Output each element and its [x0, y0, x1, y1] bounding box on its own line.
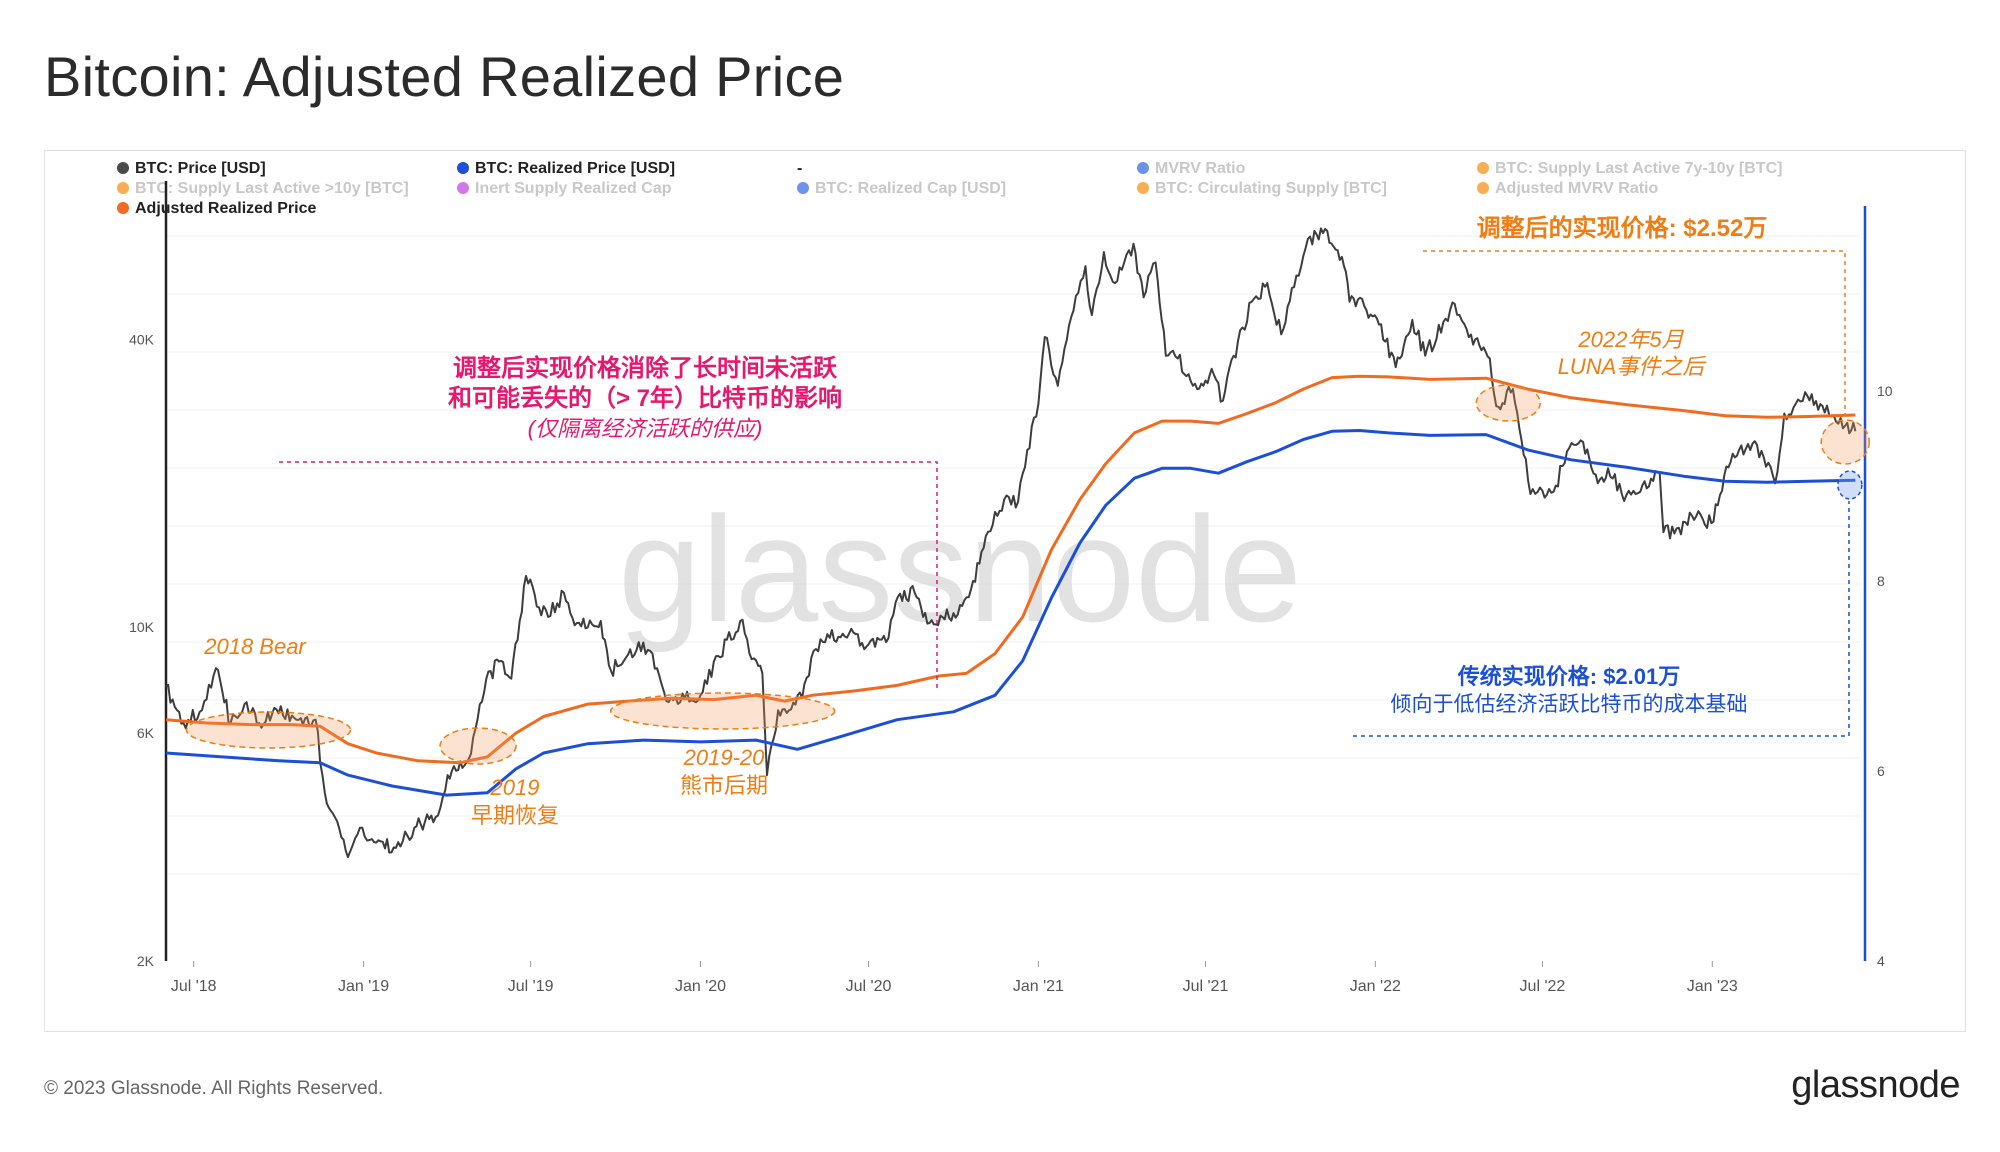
- highlight-2019-recovery: [439, 727, 517, 765]
- realized-price-line: [165, 429, 1856, 797]
- annotation-main-line1: 调整后实现价格消除了长时间未活跃: [453, 354, 838, 382]
- legend-label: BTC: Supply Last Active 7y-10y [BTC]: [1495, 160, 1783, 177]
- x-tick-label: Jul '19: [508, 978, 554, 995]
- highlight-luna-event: [1475, 384, 1542, 422]
- legend-item[interactable]: BTC: Circulating Supply [BTC]: [1137, 179, 1387, 199]
- legend-item[interactable]: Adjusted Realized Price: [117, 199, 316, 219]
- annotation-luna-text: LUNA事件之后: [1558, 354, 1708, 379]
- legend-label: BTC: Supply Last Active >10y [BTC]: [135, 180, 409, 197]
- annotation-realized-connector: [1353, 501, 1850, 737]
- x-tick-label: Jan '19: [338, 978, 389, 995]
- annotation-2019-text: 早期恢复: [471, 803, 559, 828]
- annotation-adjusted-connector: [1423, 250, 1846, 416]
- y-left-tick-label: 2K: [137, 953, 155, 969]
- legend-label: MVRV Ratio: [1155, 160, 1246, 177]
- legend-label: Inert Supply Realized Cap: [475, 180, 672, 197]
- y-left-tick-label: 6K: [137, 725, 155, 741]
- x-tick-label: Jan '20: [675, 978, 726, 995]
- annotation-2019-20-text: 熊市后期: [680, 773, 768, 798]
- annotation-2018-bear: 2018 Bear: [203, 634, 307, 659]
- y-right-tick-label: 10: [1877, 383, 1893, 399]
- legend-item[interactable]: MVRV Ratio: [1137, 159, 1245, 179]
- annotation-realized-sub: 倾向于低估经济活跃比特币的成本基础: [1391, 693, 1748, 716]
- y-left-tick-label: 10K: [129, 619, 155, 635]
- adjusted-realized-price-line: [165, 374, 1856, 765]
- glassnode-logo[interactable]: glassnode: [1791, 1064, 1960, 1106]
- legend-item[interactable]: Adjusted MVRV Ratio: [1477, 179, 1658, 199]
- legend-label: BTC: Realized Cap [USD]: [815, 180, 1007, 197]
- highlight-realized-current: [1837, 470, 1863, 500]
- legend-label: BTC: Circulating Supply [BTC]: [1155, 180, 1387, 197]
- legend-dot-icon: [457, 182, 469, 194]
- legend-dot-icon: [1477, 182, 1489, 194]
- legend-dot-icon: [1137, 162, 1149, 174]
- watermark: glassnode: [618, 485, 1302, 653]
- legend-item[interactable]: BTC: Realized Price [USD]: [457, 159, 675, 179]
- annotation-main-connector: [279, 461, 938, 688]
- y-left-tick-label: 40K: [129, 332, 155, 348]
- x-tick-label: Jul '21: [1183, 978, 1229, 995]
- legend-dot-icon: [457, 162, 469, 174]
- y-right-tick-label: 4: [1877, 953, 1885, 969]
- highlight-2019-20-late-bear: [609, 692, 836, 730]
- annotation-main-line3: (仅隔离经济活跃的供应): [528, 416, 763, 441]
- legend-item[interactable]: BTC: Supply Last Active 7y-10y [BTC]: [1477, 159, 1782, 179]
- annotation-2019-20-year: 2019-20: [683, 745, 766, 770]
- legend-label: Adjusted Realized Price: [135, 200, 317, 217]
- legend-dot-icon: [117, 162, 129, 174]
- legend-dot-icon: [117, 202, 129, 214]
- annotation-main-line2: 和可能丢失的（> 7年）比特币的影响: [448, 384, 842, 412]
- legend-dot-icon: [117, 182, 129, 194]
- legend-dot-icon: [1477, 162, 1489, 174]
- highlight-2018-bear: [185, 711, 352, 749]
- annotation-adjusted-price: 调整后的实现价格: $2.52万: [1477, 214, 1768, 242]
- x-tick-label: Jul '18: [171, 978, 217, 995]
- x-tick-label: Jan '22: [1350, 978, 1401, 995]
- legend-label: Adjusted MVRV Ratio: [1495, 180, 1659, 197]
- annotation-luna-date: 2022年5月: [1577, 327, 1684, 352]
- page-title: Bitcoin: Adjusted Realized Price: [44, 45, 845, 108]
- x-tick-label: Jan '21: [1013, 978, 1064, 995]
- x-tick-label: Jul '22: [1520, 978, 1566, 995]
- annotation-realized-price: 传统实现价格: $2.01万: [1457, 664, 1681, 689]
- legend-dot-icon: [797, 182, 809, 194]
- legend-item[interactable]: BTC: Price [USD]: [117, 159, 266, 179]
- legend-dot-icon: [1137, 182, 1149, 194]
- legend-label: BTC: Realized Price [USD]: [475, 160, 676, 177]
- chart-frame: BTC: Price [USD] BTC: Realized Price [USD…: [44, 150, 1966, 1032]
- chart-svg: glassnode 2K 6K 10K 40K 4 6 8 10 Jul '18 Jan '19 Ju…: [129, 181, 1893, 995]
- legend-label: -: [797, 160, 803, 177]
- legend-item[interactable]: BTC: Supply Last Active >10y [BTC]: [117, 179, 409, 199]
- y-right-tick-label: 6: [1877, 763, 1885, 779]
- legend-label: BTC: Price [USD]: [135, 160, 266, 177]
- x-tick-label: Jul '20: [846, 978, 892, 995]
- annotation-2019-year: 2019: [490, 775, 540, 800]
- y-right-tick-label: 8: [1877, 573, 1885, 589]
- legend-item[interactable]: BTC: Realized Cap [USD]: [797, 179, 1006, 199]
- legend-item[interactable]: Inert Supply Realized Cap: [457, 179, 671, 199]
- price-series-line: [165, 227, 1857, 859]
- x-tick-label: Jan '23: [1687, 978, 1738, 995]
- footer-copyright: © 2023 Glassnode. All Rights Reserved.: [44, 1078, 384, 1099]
- legend-item[interactable]: -: [797, 159, 802, 179]
- highlight-adjusted-current: [1820, 419, 1870, 465]
